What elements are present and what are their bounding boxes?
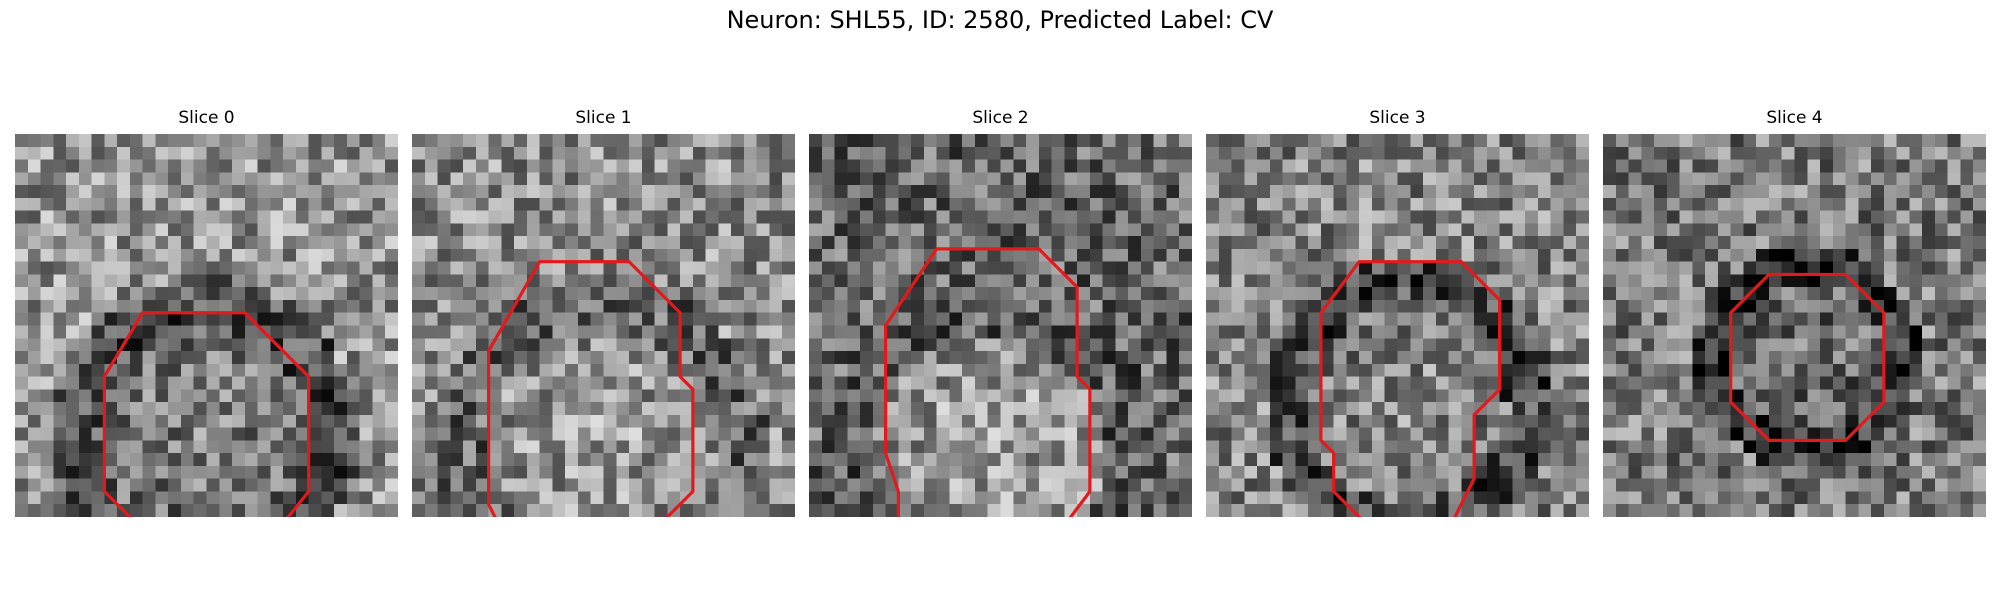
pixel-grid [809, 134, 1192, 517]
roi-outline [1319, 260, 1502, 517]
slice-title-0: Slice 0 [178, 108, 235, 128]
roi-outline [102, 311, 311, 517]
slice-panel-3: Slice 3 [1206, 108, 1589, 518]
pixel-grid [412, 134, 795, 517]
slice-title-1: Slice 1 [575, 108, 632, 128]
slice-image-2 [809, 134, 1192, 517]
slice-panel-4: Slice 4 [1603, 108, 1986, 518]
slice-title-4: Slice 4 [1766, 108, 1823, 128]
pixel-grid [1603, 134, 1986, 517]
slice-image-3 [1206, 134, 1589, 517]
slice-title-3: Slice 3 [1369, 108, 1426, 128]
slice-image-0 [15, 134, 398, 517]
figure-title: Neuron: SHL55, ID: 2580, Predicted Label… [726, 6, 1274, 34]
slice-image-4 [1603, 134, 1986, 517]
roi-outline [884, 247, 1092, 517]
slice-panel-1: Slice 1 [412, 108, 795, 518]
roi-outline [487, 260, 695, 517]
roi-outline [1729, 272, 1886, 442]
slice-panel-2: Slice 2 [809, 108, 1192, 518]
pixel-grid [15, 134, 398, 517]
slice-image-1 [412, 134, 795, 517]
pixel-grid [1206, 134, 1589, 517]
slice-title-2: Slice 2 [972, 108, 1029, 128]
slice-panel-0: Slice 0 [15, 108, 398, 518]
